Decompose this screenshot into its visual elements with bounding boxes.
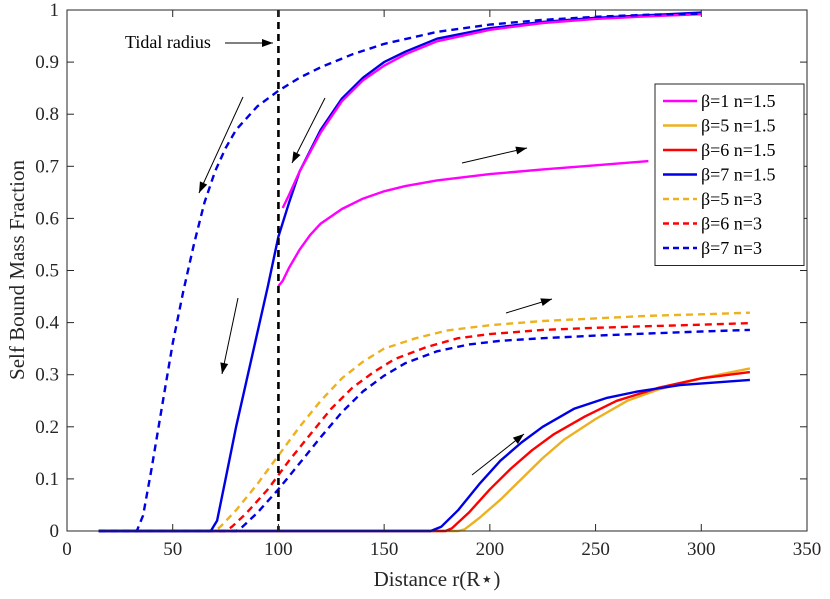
legend-label: β=6 n=3 (701, 214, 762, 234)
direction-arrow (220, 297, 239, 375)
legend-label: β=7 n=3 (701, 238, 762, 258)
series-line-3 (98, 378, 750, 533)
direction-arrow (461, 146, 528, 164)
x-tick-label: 250 (581, 539, 610, 560)
tidal-radius-label: Tidal radius (125, 32, 211, 52)
legend: β=1 n=1.5 β=5 n=1.5 β=6 n=1.5 β=7 n=1.5 β=5 … (654, 83, 805, 266)
direction-arrows (198, 39, 553, 476)
direction-arrow (471, 433, 525, 476)
y-tick-label: 0.3 (35, 365, 59, 386)
y-tick-label: 0.1 (35, 469, 59, 490)
x-tick-label: 100 (264, 539, 293, 560)
x-tick-label: 200 (476, 539, 505, 560)
series-line-8 (281, 13, 702, 209)
series-line-9 (98, 12, 702, 533)
axis-ticks: 0 50 100 150 200 250 300 350 0 0.1 0.2 0.3 0.4 0.5 0.6… (35, 0, 821, 560)
y-tick-label: 0.8 (35, 104, 59, 125)
direction-arrow (225, 39, 273, 47)
y-tick-label: 1 (50, 0, 60, 21)
y-tick-label: 0 (50, 521, 60, 542)
y-tick-label: 0.7 (35, 156, 59, 177)
y-tick-label: 0.4 (35, 313, 59, 334)
y-tick-label: 0.2 (35, 417, 59, 438)
legend-label: β=1 n=1.5 (701, 91, 775, 111)
x-axis-title: Distance r(R⋆) (374, 567, 501, 591)
legend-label: β=7 n=1.5 (701, 165, 775, 185)
legend-label: β=6 n=1.5 (701, 140, 775, 160)
y-axis-title: Self Bound Mass Fraction (5, 160, 29, 380)
direction-arrow (198, 96, 244, 194)
x-tick-label: 150 (370, 539, 399, 560)
series-line-4 (98, 311, 750, 533)
series-layer (98, 11, 751, 533)
series-line-6 (98, 328, 750, 533)
x-tick-label: 50 (163, 539, 182, 560)
direction-arrow (505, 298, 553, 314)
y-tick-label: 0.5 (35, 261, 59, 282)
direction-arrow (291, 97, 326, 164)
y-tick-label: 0.6 (35, 208, 59, 229)
x-tick-label: 300 (687, 539, 716, 560)
series-line-0 (277, 159, 649, 287)
x-tick-label: 0 (62, 539, 72, 560)
x-tick-label: 350 (793, 539, 822, 560)
y-tick-label: 0.9 (35, 52, 59, 73)
legend-label: β=5 n=3 (701, 189, 762, 209)
legend-label: β=5 n=1.5 (701, 116, 775, 136)
